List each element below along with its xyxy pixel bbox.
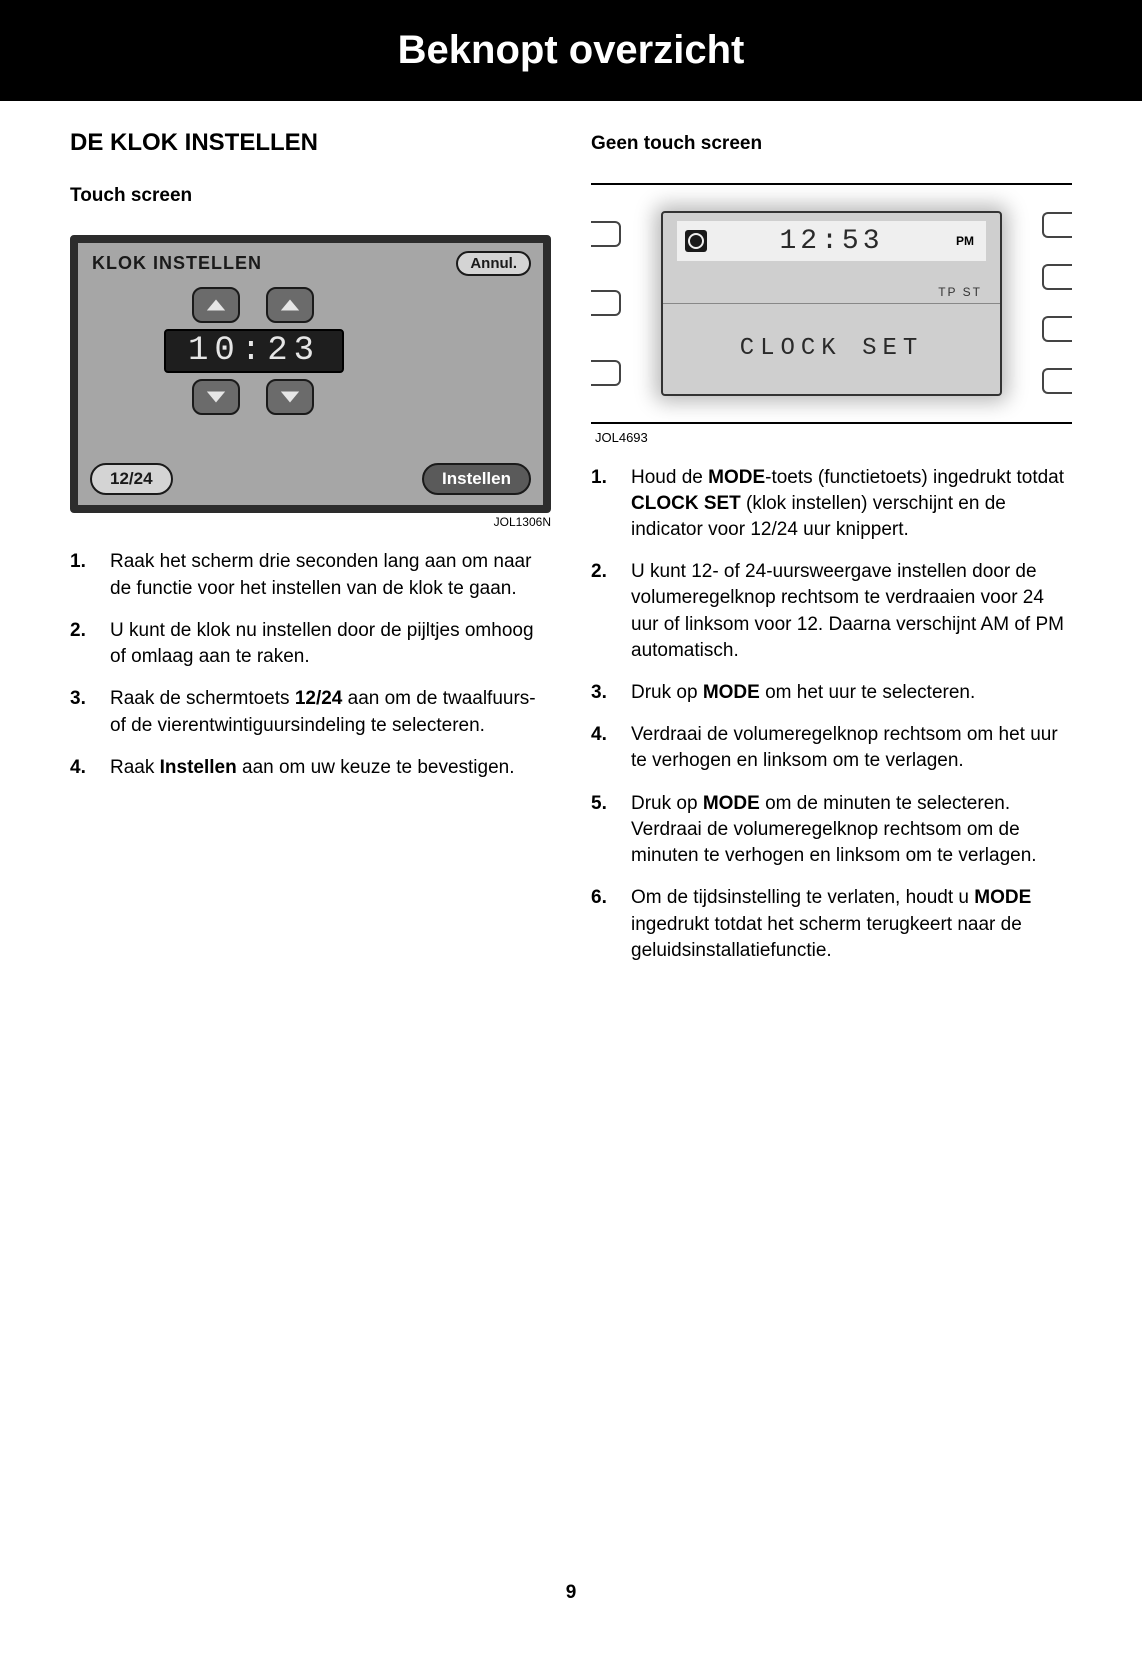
list-item: Raak Instellen aan om uw keuze te bevest… [70,755,551,781]
side-button[interactable] [591,221,621,247]
lcd-ampm: PM [956,234,978,248]
ts-frame-title: KLOK INSTELLEN [92,253,262,274]
list-item: Houd de MODE-toets (functietoets) ingedr… [591,465,1072,544]
lcd-time-row: 12:53 PM [677,221,986,261]
page-header: Beknopt overzicht [0,0,1142,101]
right-steps: Houd de MODE-toets (functietoets) ingedr… [591,465,1072,965]
lcd-tp-st: TP ST [938,285,982,299]
touchscreen-figure: KLOK INSTELLEN Annul. 10:23 12/24 Instel… [70,235,551,529]
left-column: DE KLOK INSTELLEN Touch screen KLOK INST… [70,121,551,980]
list-item: Druk op MODE om de minuten te selecteren… [591,791,1072,870]
nts-frame: 12:53 PM TP ST CLOCK SET [591,183,1072,424]
right-subtitle: Geen touch screen [591,133,1072,155]
chevron-up-icon [205,297,227,313]
chevron-down-icon [279,389,301,405]
chevron-down-icon [205,389,227,405]
clock-icon [685,230,707,252]
list-item: Verdraai de volumeregelknop rechtsom om … [591,722,1072,774]
header-title: Beknopt overzicht [398,28,745,72]
list-item: U kunt 12- of 24-uursweergave instellen … [591,559,1072,664]
left-steps: Raak het scherm drie seconden lang aan o… [70,549,551,781]
lcd-label: CLOCK SET [663,304,1000,394]
side-button[interactable] [591,360,621,386]
figure-code-left: JOL1306N [70,515,551,529]
content: DE KLOK INSTELLEN Touch screen KLOK INST… [0,101,1142,980]
annul-button[interactable]: Annul. [456,251,531,276]
set-button[interactable]: Instellen [422,463,531,495]
page-number: 9 [0,1582,1142,1604]
left-side-buttons [591,185,633,422]
right-side-buttons [1030,185,1072,422]
side-button[interactable] [1042,368,1072,394]
left-subtitle: Touch screen [70,185,551,207]
chevron-up-icon [279,297,301,313]
lcd-top: 12:53 PM TP ST [663,213,1000,304]
list-item: Druk op MODE om het uur te selecteren. [591,680,1072,706]
ts-frame: KLOK INSTELLEN Annul. 10:23 12/24 Instel… [70,235,551,513]
figure-code-right: JOL4693 [591,430,1072,445]
side-button[interactable] [591,290,621,316]
side-button[interactable] [1042,264,1072,290]
hour-down-button[interactable] [192,379,240,415]
minute-up-button[interactable] [266,287,314,323]
side-button[interactable] [1042,316,1072,342]
format-1224-button[interactable]: 12/24 [90,463,173,495]
lcd-display: 12:53 PM TP ST CLOCK SET [661,211,1002,396]
minute-down-button[interactable] [266,379,314,415]
side-button[interactable] [1042,212,1072,238]
nontouch-figure: 12:53 PM TP ST CLOCK SET JOL4693 [591,183,1072,445]
list-item: Raak de schermtoets 12/24 aan om de twaa… [70,686,551,738]
list-item: Om de tijdsinstelling te verlaten, houdt… [591,885,1072,964]
list-item: U kunt de klok nu instellen door de pijl… [70,618,551,670]
lcd-time: 12:53 [717,226,946,257]
right-column: Geen touch screen [591,121,1072,980]
section-title: DE KLOK INSTELLEN [70,129,551,157]
hour-up-button[interactable] [192,287,240,323]
list-item: Raak het scherm drie seconden lang aan o… [70,549,551,601]
ts-time-display: 10:23 [164,329,344,373]
